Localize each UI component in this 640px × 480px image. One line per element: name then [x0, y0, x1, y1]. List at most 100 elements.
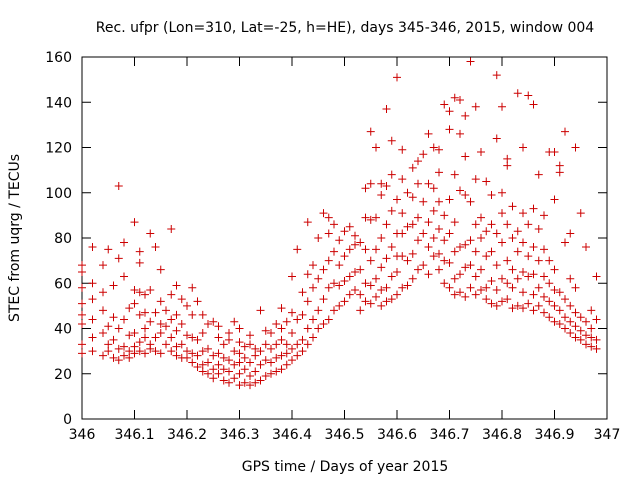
data-point — [503, 256, 512, 265]
data-point — [471, 102, 480, 111]
data-point — [351, 286, 359, 295]
data-point — [193, 335, 202, 344]
data-point — [524, 299, 533, 308]
data-point — [519, 267, 527, 276]
data-point — [419, 261, 428, 270]
data-point — [424, 218, 433, 227]
data-point — [78, 261, 86, 270]
data-point — [461, 191, 470, 200]
data-point — [151, 347, 160, 356]
data-point — [424, 179, 433, 188]
data-point — [78, 340, 86, 349]
data-point — [230, 374, 239, 383]
data-point — [372, 245, 380, 254]
data-point — [414, 236, 422, 245]
data-point — [125, 347, 134, 356]
data-point — [492, 286, 501, 295]
data-point — [209, 365, 218, 374]
data-point — [419, 150, 428, 159]
data-point — [361, 297, 370, 306]
data-point — [151, 333, 160, 342]
data-point — [188, 283, 197, 292]
data-point — [267, 358, 275, 367]
data-point — [162, 306, 170, 315]
data-point — [487, 220, 496, 229]
data-point — [393, 73, 401, 82]
data-point — [256, 347, 265, 356]
data-point — [356, 306, 365, 315]
data-point — [125, 353, 134, 362]
data-point — [256, 360, 265, 369]
data-point — [314, 274, 323, 283]
data-point — [235, 381, 244, 390]
data-point — [324, 315, 333, 324]
data-point — [403, 222, 412, 231]
data-point — [282, 349, 291, 358]
data-point — [471, 290, 480, 299]
data-point — [151, 308, 160, 317]
data-point — [209, 374, 218, 383]
data-point — [345, 290, 354, 299]
data-point — [561, 313, 569, 322]
data-point — [540, 308, 548, 317]
data-point — [88, 333, 97, 342]
data-point — [498, 209, 506, 218]
data-point — [309, 283, 317, 292]
data-point — [361, 213, 370, 222]
data-point — [209, 317, 218, 326]
data-point — [288, 344, 296, 353]
data-point — [288, 356, 296, 365]
data-point — [382, 105, 391, 114]
data-point — [251, 351, 260, 360]
data-point — [571, 283, 580, 292]
data-point — [130, 299, 139, 308]
data-point — [214, 349, 223, 358]
data-point — [156, 319, 165, 328]
data-point — [419, 229, 428, 238]
data-point — [88, 243, 97, 252]
data-point — [382, 297, 391, 306]
data-point — [445, 125, 454, 134]
data-point — [461, 111, 470, 120]
data-point — [188, 349, 197, 358]
data-point — [466, 57, 475, 66]
data-point — [429, 206, 438, 215]
data-point — [482, 252, 491, 261]
data-point — [146, 340, 155, 349]
y-axis-label: STEC from uqrg / TECUs — [7, 154, 23, 322]
data-point — [198, 367, 207, 376]
data-point — [272, 340, 281, 349]
y-tick-label: 60 — [54, 276, 72, 292]
data-point — [235, 338, 244, 347]
data-point — [135, 258, 144, 267]
data-point — [445, 107, 454, 116]
data-point — [277, 335, 286, 344]
data-point — [78, 299, 86, 308]
data-point — [398, 209, 407, 218]
data-point — [524, 91, 533, 100]
data-point — [109, 353, 118, 362]
data-point — [450, 170, 459, 179]
data-point — [288, 308, 296, 317]
data-point — [540, 245, 548, 254]
y-tick-label: 160 — [45, 50, 72, 66]
data-point — [361, 245, 370, 254]
data-point — [408, 249, 417, 258]
data-point — [88, 315, 97, 324]
data-point — [104, 347, 113, 356]
data-point — [277, 304, 286, 313]
data-point — [330, 306, 338, 315]
y-tick-label: 100 — [45, 186, 72, 202]
x-tick-label: 346.4 — [272, 427, 312, 443]
data-point — [456, 270, 464, 279]
data-point — [414, 265, 422, 274]
data-point — [303, 218, 312, 227]
data-point — [130, 329, 139, 338]
data-point — [230, 317, 239, 326]
data-point — [372, 143, 380, 152]
data-point — [466, 236, 475, 245]
data-point — [519, 304, 527, 313]
data-point — [466, 283, 475, 292]
data-point — [167, 290, 176, 299]
data-point — [267, 329, 275, 338]
